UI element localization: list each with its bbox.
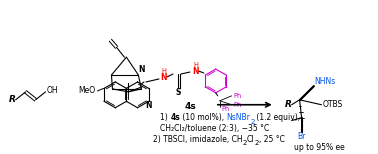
Polygon shape (205, 69, 226, 93)
Polygon shape (126, 82, 149, 108)
Text: 2) TBSCl, imidazole, CH: 2) TBSCl, imidazole, CH (153, 135, 243, 144)
Text: N: N (161, 73, 167, 81)
Text: H: H (161, 68, 166, 74)
Text: (10 mol%),: (10 mol%), (180, 113, 226, 122)
Text: up to 95% ee: up to 95% ee (294, 143, 345, 152)
Text: 1): 1) (160, 113, 170, 122)
Polygon shape (104, 82, 127, 108)
Text: Ph: Ph (222, 106, 230, 112)
Text: R: R (285, 100, 291, 109)
Text: NHNs: NHNs (314, 77, 336, 86)
Text: Ph: Ph (234, 93, 242, 99)
Text: CH₂Cl₂/toluene (2:3), −35 °C: CH₂Cl₂/toluene (2:3), −35 °C (160, 124, 270, 133)
Text: N: N (138, 65, 145, 74)
Text: H: H (194, 62, 198, 68)
Text: 4s: 4s (170, 113, 180, 122)
Text: , 25 °C: , 25 °C (259, 135, 285, 144)
Text: R: R (9, 95, 15, 104)
Text: MeO: MeO (78, 87, 96, 95)
Text: N: N (192, 67, 199, 76)
Text: 4s: 4s (184, 102, 196, 111)
Text: (1.2 equiv),: (1.2 equiv), (254, 113, 301, 122)
Text: 2: 2 (250, 119, 254, 125)
Text: NsNBr: NsNBr (226, 113, 250, 122)
Text: OH: OH (46, 86, 58, 95)
Text: N: N (145, 101, 152, 110)
Text: S: S (175, 88, 181, 97)
Text: OTBS: OTBS (322, 100, 343, 109)
Text: Ph: Ph (234, 102, 242, 108)
Text: Br: Br (297, 132, 306, 141)
Text: 2: 2 (242, 140, 247, 146)
Text: 2: 2 (254, 140, 259, 146)
Text: Cl: Cl (247, 135, 254, 144)
